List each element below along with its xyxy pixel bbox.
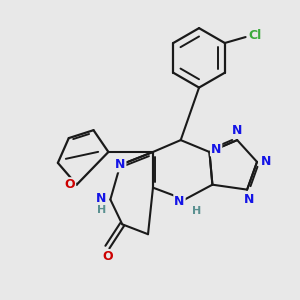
Text: O: O [102, 250, 113, 263]
Text: N: N [95, 192, 106, 205]
Text: N: N [115, 158, 125, 171]
Text: H: H [192, 206, 201, 216]
Text: N: N [174, 194, 185, 208]
Text: N: N [243, 193, 254, 206]
Text: N: N [232, 124, 242, 137]
Text: O: O [64, 178, 75, 191]
Text: N: N [211, 142, 221, 155]
Text: Cl: Cl [249, 29, 262, 42]
Text: N: N [261, 155, 271, 168]
Text: H: H [97, 205, 106, 215]
